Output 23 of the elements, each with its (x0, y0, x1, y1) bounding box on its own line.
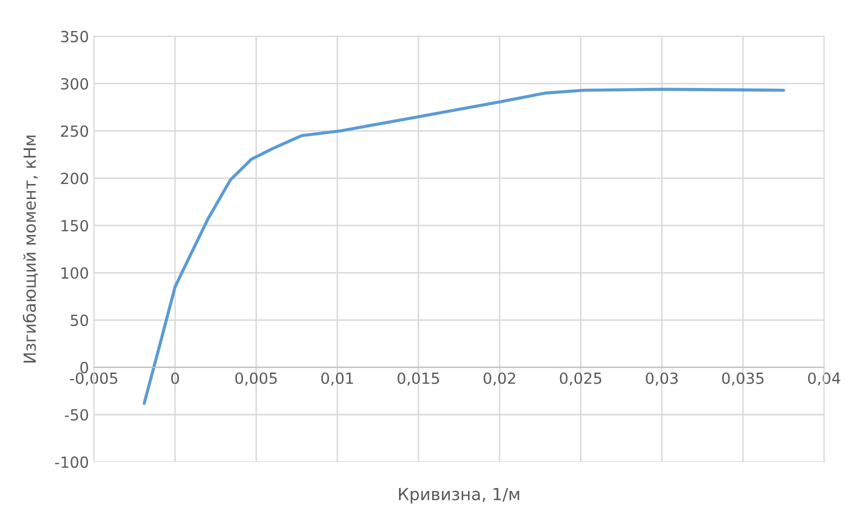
x-tick-label: 0,02 (484, 372, 516, 386)
y-tick-label: -100 (55, 456, 88, 468)
y-tick-label: -50 (64, 409, 88, 421)
y-tick-label: 150 (62, 220, 88, 232)
x-tick-label: 0,005 (235, 372, 277, 386)
y-tick-label: 0 (80, 362, 88, 374)
x-tick-label: 0,04 (808, 372, 840, 386)
x-tick-label: 0,01 (321, 372, 353, 386)
y-tick-label: 250 (61, 125, 88, 137)
y-axis-title: Изгибающий момент, кНм (22, 136, 38, 363)
x-tick-label: -0,005 (70, 372, 118, 386)
x-tick-label: 0,035 (722, 372, 764, 386)
y-tick-label: 300 (61, 78, 88, 90)
y-tick-label: 200 (61, 172, 88, 184)
x-tick-label: 0,025 (560, 372, 602, 386)
line-series (142, 88, 786, 405)
x-axis-title: Кривизна, 1/м (399, 488, 520, 504)
x-tick-label: 0,015 (398, 372, 439, 386)
y-tick-label: 350 (61, 30, 88, 42)
y-tick-label: 50 (70, 314, 88, 326)
x-tick-label: 0 (171, 372, 179, 384)
y-tick-label: 100 (62, 267, 88, 279)
x-tick-label: 0,03 (646, 372, 678, 386)
